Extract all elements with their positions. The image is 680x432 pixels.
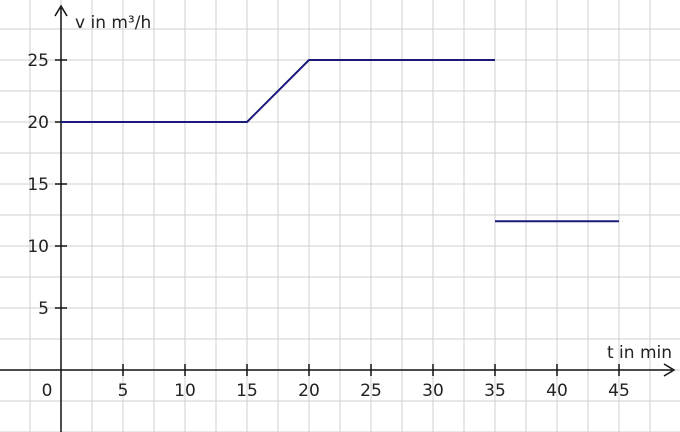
y-tick-label: 25 [27,51,49,71]
x-tick-label: 15 [236,381,258,401]
y-axis-label: v in m³/h [75,13,151,33]
y-tick-label: 10 [27,237,49,257]
labels: v in m³/h t in min 0 [42,13,672,401]
x-tick-label: 45 [608,381,630,401]
x-tick-label: 20 [298,381,320,401]
x-tick-label: 10 [174,381,196,401]
y-tick-label: 15 [27,175,49,195]
origin-label: 0 [42,381,53,401]
x-tick-label: 25 [360,381,382,401]
axes [0,4,676,432]
ticks: 5 10 15 20 25 30 35 40 45 5 10 15 20 25 [27,51,629,401]
x-axis-label: t in min [607,343,672,363]
x-tick-label: 40 [546,381,568,401]
y-axis-arrow [54,4,68,17]
x-tick-label: 35 [484,381,506,401]
x-axis-arrow [663,363,676,377]
series [61,59,619,223]
y-tick-label: 5 [38,299,49,319]
x-tick-label: 5 [118,381,129,401]
x-tick-label: 30 [422,381,444,401]
series-line-1 [61,59,495,123]
y-tick-label: 20 [27,113,49,133]
